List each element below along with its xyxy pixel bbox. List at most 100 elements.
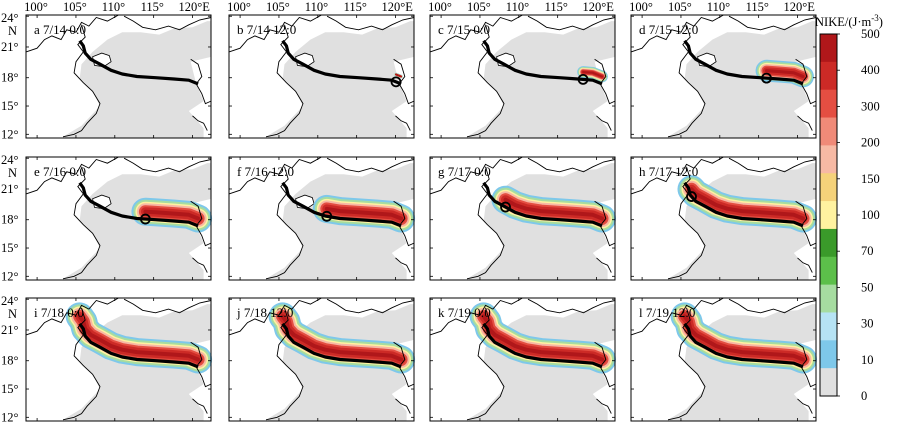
colorbar-tick-label: 500 <box>861 27 880 41</box>
nike-contour-band <box>324 206 404 221</box>
coastline <box>630 297 724 336</box>
lon-tick-label: 105° <box>467 0 491 14</box>
colorbar-title: NIKE/(J·m-3) <box>815 13 883 29</box>
lat-tick-label: 15° <box>1 382 19 396</box>
colorbar-swatch <box>820 173 837 202</box>
lat-tick-label: 18° <box>1 354 19 368</box>
nike-contour-band <box>503 197 604 221</box>
typhoon-track <box>683 181 804 228</box>
coastline <box>429 297 523 336</box>
panel-label: i 7/18 0:0 <box>34 305 84 320</box>
coastline <box>667 166 706 280</box>
panel-frame <box>429 297 616 422</box>
lat-tick-label: 24° <box>1 11 19 25</box>
coastline <box>25 297 119 336</box>
nike-contour-band <box>582 71 603 78</box>
typhoon-track <box>281 322 402 369</box>
panel-label: j 7/18 12:0 <box>236 305 293 320</box>
lat-tick-label: 12° <box>1 127 19 141</box>
coastline <box>192 398 208 414</box>
typhoon-center-marker <box>686 191 697 202</box>
coastline <box>728 298 817 314</box>
colorbar-tick-label: 30 <box>861 317 874 331</box>
colorbar-swatch <box>820 284 837 313</box>
map-panel-c: c 7/15 0:0 100° 105° 110° 115° 120°E <box>428 0 616 139</box>
coastline <box>265 166 304 280</box>
colorbar-swatch <box>820 368 837 397</box>
nike-wake <box>131 197 213 233</box>
coastline <box>797 115 813 131</box>
coastline <box>123 15 212 31</box>
panel-frame <box>228 14 415 139</box>
coastline <box>466 166 505 280</box>
lon-tick-label: 110° <box>707 0 730 14</box>
coastline <box>466 24 505 138</box>
panel-label: e 7/16 0:0 <box>34 164 86 179</box>
panel-label: c 7/15 0:0 <box>438 22 490 37</box>
colorbar-tick-label: 0 <box>861 389 867 403</box>
coastline <box>630 156 724 195</box>
coastline <box>429 14 523 53</box>
nike-contour-band <box>764 69 805 79</box>
typhoon-track <box>683 322 804 369</box>
colorbar-tick-label: 150 <box>861 172 880 186</box>
coastline <box>25 14 119 53</box>
nike-wake <box>65 302 213 374</box>
lon-tick-label: 105° <box>668 0 692 14</box>
panel-label: l 7/19 12:0 <box>639 305 695 320</box>
lon-tick-label: 115° <box>141 0 164 14</box>
sea-area <box>668 21 816 138</box>
nike-wake <box>394 72 403 79</box>
panel-label: k 7/19 0:0 <box>438 305 491 320</box>
coastline <box>62 166 101 280</box>
lon-tick-label: 115° <box>746 0 769 14</box>
panel-frame <box>25 297 212 422</box>
colorbar-swatch <box>820 340 837 369</box>
nike-contour-band <box>77 314 201 362</box>
typhoon-center-marker <box>139 213 151 225</box>
panel-label: a 7/14 0:0 <box>34 22 86 37</box>
colorbar-swatch <box>820 117 837 146</box>
sea-area <box>467 21 615 138</box>
coastline <box>228 156 322 195</box>
colorbar-tick-label: 300 <box>861 99 880 113</box>
coastline <box>123 157 212 173</box>
coastline <box>265 24 304 138</box>
colorbar-swatch <box>820 61 837 91</box>
map-panel-h: h 7/17 12:0 <box>630 156 817 281</box>
nike-contour-band <box>481 314 604 362</box>
panel-label: b 7/14 12:0 <box>237 22 296 37</box>
coastline <box>667 24 706 138</box>
coastline <box>527 157 616 173</box>
colorbar-tick-label: 200 <box>861 136 880 150</box>
panel-label: h 7/17 12:0 <box>639 164 698 179</box>
lon-tick-label: 100° <box>24 0 48 14</box>
coastline <box>62 24 101 138</box>
typhoon-track <box>78 181 199 228</box>
lat-unit-label: N <box>8 24 17 38</box>
colorbar-swatch <box>820 228 837 258</box>
map-panel-b: b 7/14 12:0 100° 105° 110° 115° 120°E <box>227 0 415 139</box>
nike-wake <box>491 185 616 233</box>
map-panel-g: g 7/17 0:0 <box>429 156 616 281</box>
map-panel-a: a 7/14 0:0 100° 105° 110° 115° 120°E 24° 21° 18°… <box>1 0 212 141</box>
coastline <box>228 297 322 336</box>
lat-tick-label: 21° <box>1 40 19 54</box>
sea-area <box>266 21 414 138</box>
coastline <box>527 15 616 31</box>
lat-tick-label: 24° <box>1 153 19 167</box>
colorbar-tick-label: 100 <box>861 208 880 222</box>
typhoon-track <box>482 39 603 86</box>
panel-frame <box>630 297 817 422</box>
typhoon-center-marker <box>577 73 589 85</box>
typhoon-track <box>281 181 402 228</box>
lon-tick-label: 100° <box>629 0 653 14</box>
coastline <box>395 115 411 131</box>
coastline <box>429 156 523 195</box>
lat-unit-label: N <box>8 307 17 321</box>
coastline <box>326 157 415 173</box>
panel-frame <box>630 156 817 281</box>
coastline <box>395 398 411 414</box>
panel-frame <box>228 156 415 281</box>
